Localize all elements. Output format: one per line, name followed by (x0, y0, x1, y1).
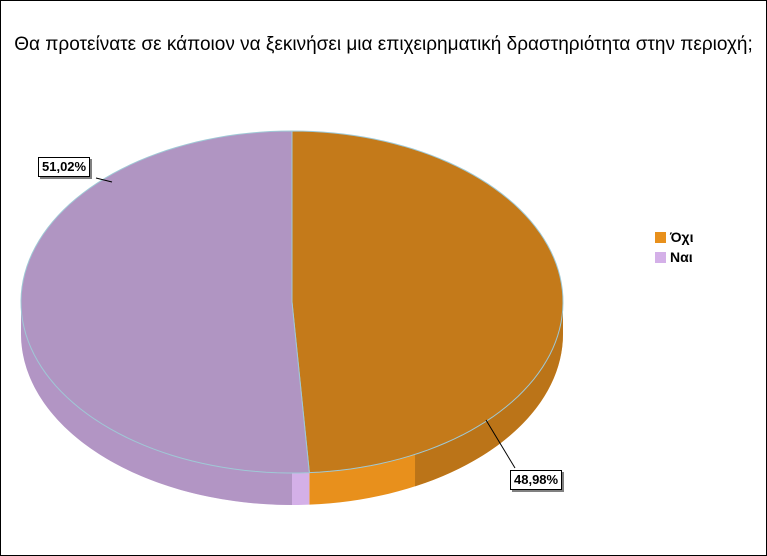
legend-item-nai: Ναι (655, 249, 693, 265)
data-label-nai: 51,02% (38, 157, 91, 177)
leader-line-nai (95, 177, 113, 183)
legend-label-oxi: Όχι (670, 229, 694, 245)
legend-label-nai: Ναι (670, 249, 693, 265)
pie-side-shade (21, 302, 292, 505)
legend-swatch-oxi (655, 231, 666, 243)
pie-slice-nai (20, 130, 310, 474)
legend-item-oxi: Όχι (655, 229, 694, 245)
leader-line-oxi (485, 419, 516, 469)
data-label-oxi: 48,98% (510, 470, 563, 490)
chart-title: Θα προτείνατε σε κάποιον να ξεκινήσει μι… (14, 34, 753, 55)
pie-slice-oxi (291, 130, 564, 474)
legend-swatch-nai (655, 251, 666, 263)
